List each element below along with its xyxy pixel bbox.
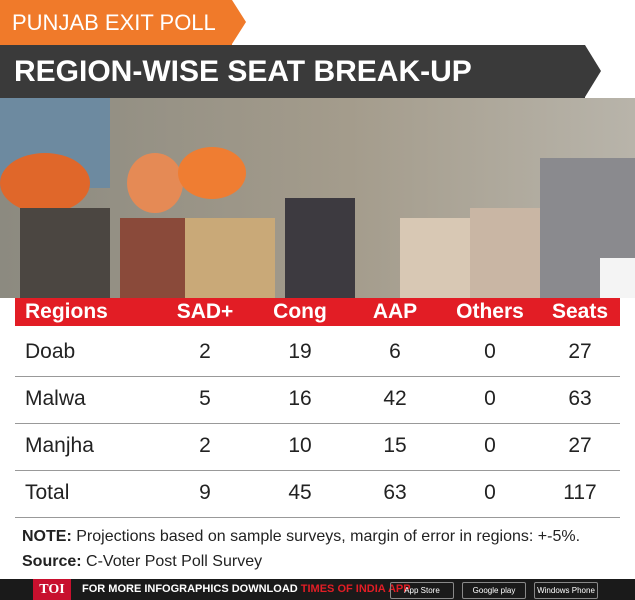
cell-value: 2 xyxy=(199,434,211,457)
row-divider xyxy=(15,423,620,424)
column-header: AAP xyxy=(372,300,418,323)
column-header: Others xyxy=(456,300,524,323)
footer: TOI FOR MORE INFOGRAPHICS DOWNLOAD TIMES… xyxy=(0,579,635,600)
column-header: Seats xyxy=(551,300,609,323)
tag-arrow xyxy=(232,0,246,44)
logo: TOI xyxy=(33,579,71,600)
tag: PUNJAB EXIT POLL xyxy=(0,0,232,45)
table-header xyxy=(15,298,620,326)
cell-value: 63 xyxy=(383,481,407,504)
row-label: Manjha xyxy=(25,434,94,457)
cell-value: 16 xyxy=(288,387,312,410)
cell-value: 0 xyxy=(484,481,496,504)
column-header: Regions xyxy=(25,300,108,323)
source-label: Source: xyxy=(22,553,82,570)
row-divider xyxy=(15,376,620,377)
cell-value: 42 xyxy=(383,387,407,410)
notes: NOTE: Projections based on sample survey… xyxy=(22,524,580,574)
cell-value: 15 xyxy=(383,434,407,457)
cell-value: 2 xyxy=(199,340,211,363)
note-label: NOTE: xyxy=(22,528,72,545)
note-text: Projections based on sample surveys, mar… xyxy=(76,528,581,545)
store-badge[interactable]: App Store xyxy=(390,582,454,599)
cell-value: 19 xyxy=(288,340,312,363)
table: Regions SAD+ Cong AAP Others Seats Doab 2 19 6 0 27… xyxy=(0,298,635,518)
row-divider xyxy=(15,470,620,471)
cell-value: 27 xyxy=(568,340,592,363)
cell-value: 0 xyxy=(484,434,496,457)
column-header: Cong xyxy=(273,300,327,323)
store-badge[interactable]: Windows Phone xyxy=(534,582,598,599)
title-arrow xyxy=(585,45,601,97)
photo xyxy=(0,98,635,298)
source: Source: C-Voter Post Poll Survey xyxy=(22,549,580,574)
source-text: C-Voter Post Poll Survey xyxy=(86,553,263,570)
row-divider xyxy=(15,517,620,518)
cell-value: 63 xyxy=(568,387,592,410)
footer-text: FOR MORE INFOGRAPHICS DOWNLOAD TIMES OF … xyxy=(82,579,411,600)
row-label: Doab xyxy=(25,340,76,363)
title: REGION-WISE SEAT BREAK-UP xyxy=(0,45,585,98)
cell-value: 0 xyxy=(484,387,496,410)
store-badge[interactable]: Google play xyxy=(462,582,526,599)
footer-cta: FOR MORE INFOGRAPHICS DOWNLOAD xyxy=(82,583,298,595)
footer-app: TIMES OF INDIA APP xyxy=(300,583,411,595)
cell-value: 117 xyxy=(563,481,597,504)
cell-value: 0 xyxy=(484,340,496,363)
cell-value: 45 xyxy=(288,481,312,504)
note: NOTE: Projections based on sample survey… xyxy=(22,524,580,549)
row-label: Total xyxy=(25,481,70,504)
cell-value: 9 xyxy=(199,481,211,504)
cell-value: 6 xyxy=(389,340,401,363)
cell-value: 10 xyxy=(288,434,312,457)
row-label: Malwa xyxy=(25,387,86,410)
column-header: SAD+ xyxy=(176,300,234,323)
cell-value: 5 xyxy=(199,387,211,410)
cell-value: 27 xyxy=(568,434,592,457)
